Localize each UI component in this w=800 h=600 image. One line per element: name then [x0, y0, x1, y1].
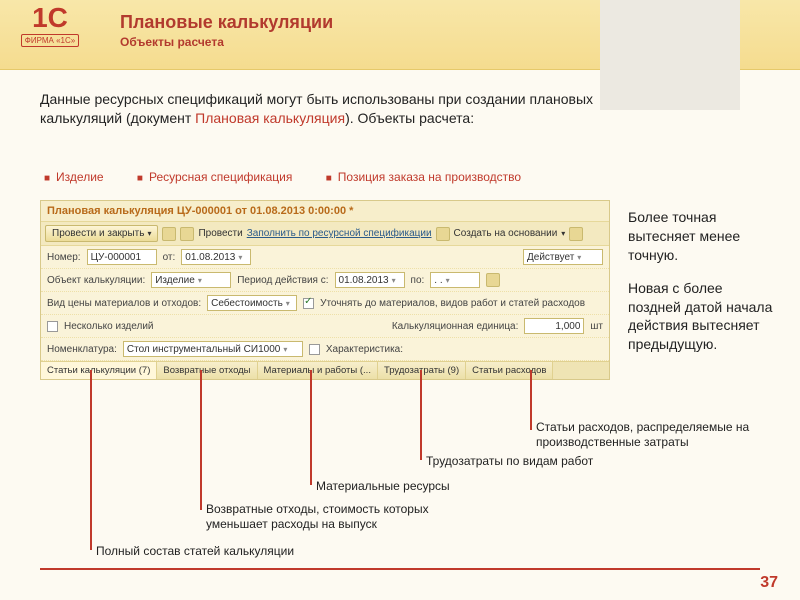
- callout-4: Трудозатраты по видам работ: [426, 454, 646, 469]
- decorative-block: [600, 0, 740, 110]
- bullet-2: ■Ресурсная спецификация: [137, 170, 292, 184]
- status-select[interactable]: Действует: [523, 249, 603, 265]
- number-label: Номер:: [47, 252, 81, 263]
- period-to-label: по:: [411, 275, 425, 286]
- unit-label: шт: [590, 321, 603, 332]
- date-input[interactable]: 01.08.2013: [181, 249, 251, 265]
- qty-input[interactable]: 1,000: [524, 318, 584, 334]
- tab-bar: Статьи калькуляции (7) Возвратные отходы…: [41, 361, 609, 379]
- callout-line-1: [90, 370, 92, 550]
- form-row-nomenclature: Номенклатура: Стол инструментальный СИ10…: [41, 338, 609, 361]
- multi-items-checkbox[interactable]: [47, 321, 58, 332]
- nomenclature-select[interactable]: Стол инструментальный СИ1000: [123, 341, 303, 357]
- object-select[interactable]: Изделие: [151, 272, 231, 288]
- tab-costing-items[interactable]: Статьи калькуляции (7): [41, 362, 157, 379]
- form-row-price: Вид цены материалов и отходов: Себестоим…: [41, 292, 609, 315]
- from-label: от:: [163, 252, 176, 263]
- calc-unit-label: Калькуляционная единица:: [392, 321, 519, 332]
- form-row-multi: Несколько изделий Калькуляционная единиц…: [41, 315, 609, 338]
- number-input[interactable]: ЦУ-000001: [87, 249, 157, 265]
- period-label: Период действия с:: [237, 275, 328, 286]
- logo-sub: ФИРМА «1С»: [21, 34, 79, 47]
- callout-5: Статьи расходов, распределяемые на произ…: [536, 420, 776, 450]
- callout-line-4: [420, 370, 422, 460]
- refine-checkbox[interactable]: [303, 298, 314, 309]
- multi-items-label: Несколько изделий: [64, 321, 154, 332]
- window-title: Плановая калькуляция ЦУ-000001 от 01.08.…: [41, 201, 609, 222]
- callout-line-3: [310, 370, 312, 485]
- intro-part2: ). Объекты расчета:: [345, 110, 474, 126]
- intro-text: Данные ресурсных спецификаций могут быть…: [40, 90, 600, 128]
- title-block: Плановые калькуляции Объекты расчета: [120, 12, 333, 49]
- slide-subtitle: Объекты расчета: [120, 35, 333, 49]
- side-notes: Более точная вытесняет менее точную. Нов…: [628, 208, 778, 354]
- calendar-icon[interactable]: [486, 273, 500, 287]
- save-icon[interactable]: [162, 227, 176, 241]
- price-type-select[interactable]: Себестоимость: [207, 295, 297, 311]
- tab-materials[interactable]: Материалы и работы (...: [258, 362, 378, 379]
- post-and-close-button[interactable]: Провести и закрыть▾: [45, 225, 158, 242]
- app-window: Плановая калькуляция ЦУ-000001 от 01.08.…: [40, 200, 610, 380]
- toolbar: Провести и закрыть▾ Провести Заполнить п…: [41, 222, 609, 246]
- form-row-object: Объект калькуляции: Изделие Период дейст…: [41, 269, 609, 292]
- page-number: 37: [760, 574, 778, 592]
- side-note-1: Более точная вытесняет менее точную.: [628, 208, 778, 265]
- create-based-label[interactable]: Создать на основании: [454, 228, 558, 239]
- logo: 1C ФИРМА «1С»: [10, 6, 90, 64]
- logo-text: 1C: [10, 6, 90, 30]
- tab-returnable-waste[interactable]: Возвратные отходы: [157, 362, 257, 379]
- bullet-list: ■Изделие ■Ресурсная спецификация ■Позици…: [44, 170, 694, 184]
- refine-label: Уточнять до материалов, видов работ и ст…: [320, 298, 585, 309]
- callout-line-5: [530, 370, 532, 430]
- footer-rule: [40, 568, 760, 570]
- intro-highlight: Плановая калькуляция: [195, 110, 345, 126]
- price-type-label: Вид цены материалов и отходов:: [47, 298, 201, 309]
- slide-title: Плановые калькуляции: [120, 12, 333, 33]
- nomenclature-label: Номенклатура:: [47, 344, 117, 355]
- period-to-input[interactable]: . .: [430, 272, 480, 288]
- fill-by-spec-link[interactable]: Заполнить по ресурсной спецификации: [247, 228, 432, 239]
- characteristic-checkbox[interactable]: [309, 344, 320, 355]
- callout-2: Возвратные отходы, стоимость которых уме…: [206, 502, 466, 532]
- form-row-number: Номер: ЦУ-000001 от: 01.08.2013 Действуе…: [41, 246, 609, 269]
- post-icon[interactable]: [180, 227, 194, 241]
- doc-icon[interactable]: [436, 227, 450, 241]
- callout-line-2: [200, 370, 202, 510]
- callout-3: Материальные ресурсы: [316, 479, 536, 494]
- characteristic-label: Характеристика:: [326, 344, 403, 355]
- period-from-input[interactable]: 01.08.2013: [335, 272, 405, 288]
- side-note-2: Новая с более поздней датой начала дейст…: [628, 279, 778, 355]
- post-label[interactable]: Провести: [198, 228, 242, 239]
- object-label: Объект калькуляции:: [47, 275, 145, 286]
- misc-icon[interactable]: [569, 227, 583, 241]
- bullet-1: ■Изделие: [44, 170, 104, 184]
- callout-1: Полный состав статей калькуляции: [96, 544, 356, 559]
- tab-expense-items[interactable]: Статьи расходов: [466, 362, 553, 379]
- tab-labor[interactable]: Трудозатраты (9): [378, 362, 466, 379]
- bullet-3: ■Позиция заказа на производство: [326, 170, 521, 184]
